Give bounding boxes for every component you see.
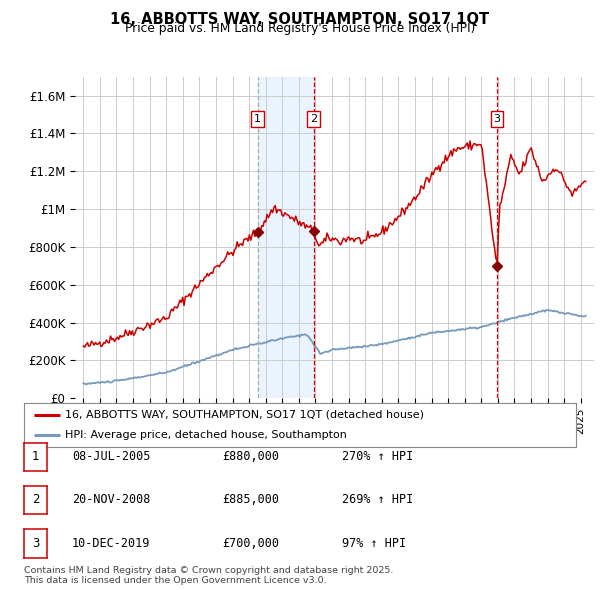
Text: 1: 1 <box>254 114 261 124</box>
Text: 3: 3 <box>493 114 500 124</box>
Text: 1: 1 <box>32 450 39 463</box>
Text: 97% ↑ HPI: 97% ↑ HPI <box>342 537 406 550</box>
Text: Contains HM Land Registry data © Crown copyright and database right 2025.
This d: Contains HM Land Registry data © Crown c… <box>24 566 394 585</box>
Text: £885,000: £885,000 <box>222 493 279 506</box>
Text: Price paid vs. HM Land Registry's House Price Index (HPI): Price paid vs. HM Land Registry's House … <box>125 22 475 35</box>
Text: 3: 3 <box>32 537 39 550</box>
Text: 08-JUL-2005: 08-JUL-2005 <box>72 450 151 463</box>
Text: HPI: Average price, detached house, Southampton: HPI: Average price, detached house, Sout… <box>65 430 347 440</box>
Text: 20-NOV-2008: 20-NOV-2008 <box>72 493 151 506</box>
Text: £880,000: £880,000 <box>222 450 279 463</box>
Text: 16, ABBOTTS WAY, SOUTHAMPTON, SO17 1QT (detached house): 16, ABBOTTS WAY, SOUTHAMPTON, SO17 1QT (… <box>65 410 424 420</box>
Text: 269% ↑ HPI: 269% ↑ HPI <box>342 493 413 506</box>
Text: 270% ↑ HPI: 270% ↑ HPI <box>342 450 413 463</box>
Text: 2: 2 <box>32 493 39 506</box>
Text: 16, ABBOTTS WAY, SOUTHAMPTON, SO17 1QT: 16, ABBOTTS WAY, SOUTHAMPTON, SO17 1QT <box>110 12 490 27</box>
Bar <box>258 77 314 398</box>
Text: 10-DEC-2019: 10-DEC-2019 <box>72 537 151 550</box>
Text: £700,000: £700,000 <box>222 537 279 550</box>
Text: 2: 2 <box>310 114 317 124</box>
